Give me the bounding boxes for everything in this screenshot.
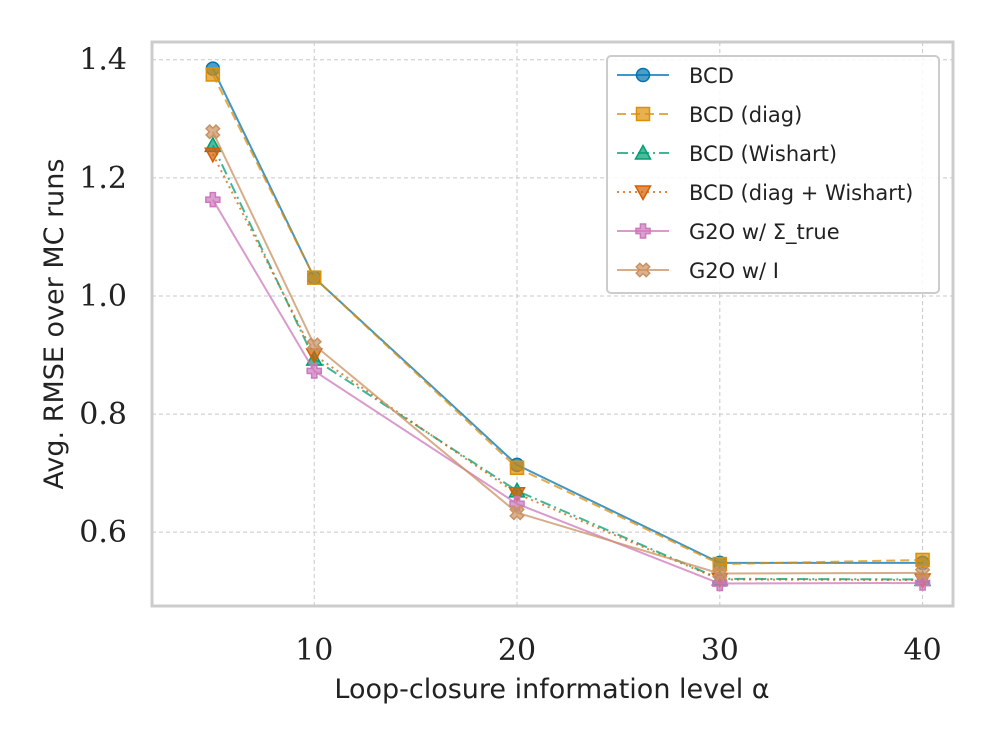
- legend-item: BCD (diag): [617, 103, 802, 127]
- legend-item: BCD: [617, 64, 734, 88]
- legend-box: [606, 55, 940, 294]
- series-layer: [204, 61, 932, 592]
- data-point: [205, 123, 221, 140]
- data-point: [306, 270, 322, 285]
- legend-label: BCD (Wishart): [689, 142, 837, 166]
- legend-label: G2O w/ I: [689, 259, 779, 283]
- legend-item: G2O w/ I: [617, 259, 779, 283]
- data-point: [306, 337, 323, 353]
- data-point: [712, 575, 728, 592]
- legend-marker: [634, 185, 652, 202]
- data-point: [205, 191, 221, 208]
- y-tick-label: 1.4: [79, 43, 127, 78]
- data-point: [509, 504, 525, 521]
- legend-item: BCD (diag + Wishart): [617, 181, 913, 205]
- data-point: [508, 487, 526, 503]
- series-1: [205, 67, 930, 572]
- y-tick-label: 1.0: [79, 279, 127, 314]
- legend-item: BCD (Wishart): [617, 142, 837, 166]
- y-axis-label: Avg. RMSE over MC runs: [39, 159, 70, 490]
- y-axis-ticks: 0.6 0.8 1.0 1.2 1.4: [79, 43, 127, 550]
- data-point: [914, 565, 931, 581]
- legend-item: G2O w/ Σ_true: [617, 220, 840, 245]
- x-axis-label: Loop-closure information level α: [334, 674, 769, 705]
- legend-marker: [635, 67, 651, 83]
- y-tick-label: 0.6: [79, 515, 127, 550]
- legend-label: BCD (diag): [689, 103, 802, 127]
- plot-area-frame: [150, 40, 955, 608]
- series-5: [205, 123, 931, 582]
- legend-marker: [635, 223, 651, 239]
- x-tick-label: 10: [295, 633, 333, 668]
- data-point: [914, 575, 931, 591]
- legend: BCD BCD (diag) BCD (Wishart) BCD (diag + Wi…: [606, 55, 940, 294]
- legend-label: G2O w/ Σ_true: [689, 220, 840, 245]
- data-point: [205, 67, 221, 82]
- x-tick-label: 30: [701, 633, 739, 668]
- data-point: [509, 460, 525, 476]
- data-point: [712, 565, 728, 582]
- legend-marker: [635, 262, 651, 278]
- legend-label: BCD: [689, 64, 734, 88]
- x-axis-ticks: 10 20 30 40: [295, 633, 942, 668]
- y-tick-label: 0.8: [79, 397, 127, 432]
- legend-label: BCD (diag + Wishart): [689, 181, 913, 205]
- data-point: [915, 552, 930, 568]
- data-point: [306, 363, 322, 379]
- legend-marker: [634, 143, 652, 160]
- data-point: [204, 147, 222, 164]
- x-tick-label: 20: [498, 633, 536, 668]
- y-tick-label: 1.2: [79, 161, 127, 196]
- x-tick-label: 40: [903, 633, 941, 668]
- series-4: [205, 191, 931, 592]
- legend-marker: [635, 106, 651, 122]
